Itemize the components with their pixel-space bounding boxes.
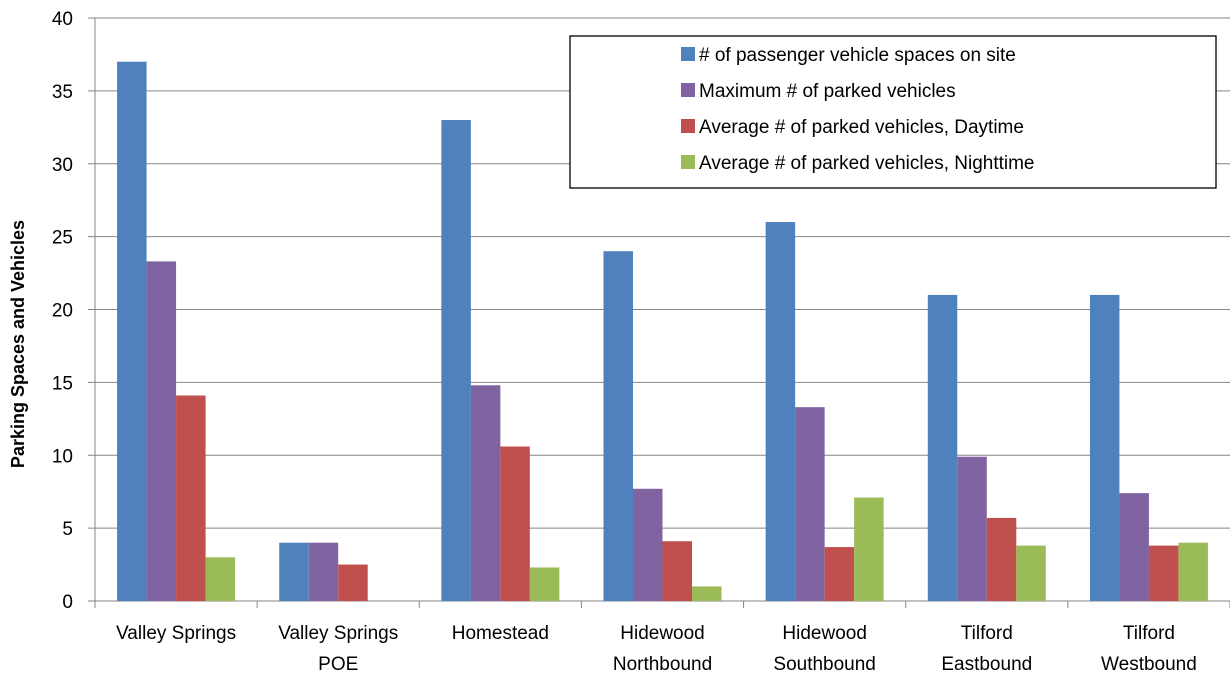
bar-series-1 [1089,294,1120,601]
legend-label: # of passenger vehicle spaces on site [699,45,1016,66]
bar-series-3 [338,564,368,601]
y-tick-labels: 0 5 10 15 20 25 30 35 40 [52,9,73,613]
y-tick-label: 25 [52,228,73,249]
bar-series-4 [205,557,236,601]
bar-series-2 [146,261,177,601]
x-category-label: Tilford [1123,623,1175,644]
x-category-label: Westbound [1101,654,1197,675]
bar-series-3 [986,517,1017,601]
x-category-label: Southbound [773,654,876,675]
bar-series-2 [795,407,825,601]
legend-swatch [681,47,695,61]
bar-series-3 [824,547,855,601]
legend-swatch [681,155,695,169]
y-axis-title: Parking Spaces and Vehicles [8,220,28,468]
legend-label: Average # of parked vehicles, Daytime [699,117,1024,138]
x-category-label: Eastbound [941,654,1032,675]
bar-series-1 [279,542,309,601]
x-category-label: Valley Springs [278,623,398,644]
legend-label: Average # of parked vehicles, Nighttime [699,153,1035,174]
x-category-label: Homestead [452,623,549,644]
x-category-label: Tilford [961,623,1013,644]
x-category-label: POE [318,654,358,675]
bar-series-3 [1148,545,1179,601]
bar-series-2 [470,385,501,601]
bar-series-4 [1178,542,1208,601]
bar-series-1 [117,61,147,602]
x-category-label: Northbound [613,654,712,675]
bar-series-2 [633,488,663,601]
bar-series-3 [662,541,692,601]
x-category-label: Hidewood [782,623,867,644]
x-category-label: Hidewood [620,623,705,644]
legend-swatch [681,119,695,133]
legend: # of passenger vehicle spaces on site Max… [569,35,1217,189]
bar-series-1 [441,120,471,602]
bars [117,61,1208,602]
bar-series-4 [529,567,560,601]
bar-series-2 [1119,493,1149,601]
bar-series-1 [765,222,796,602]
legend-label: Maximum # of parked vehicles [699,81,956,102]
legend-swatch [681,83,695,97]
y-tick-label: 10 [52,446,73,467]
y-tick-label: 15 [52,373,73,394]
bar-series-2 [308,542,339,601]
bar-series-4 [692,586,722,601]
bar-series-4 [1016,545,1046,601]
bar-series-3 [176,395,206,601]
bar-series-2 [957,456,987,601]
y-tick-label: 30 [52,155,73,176]
x-category-label: Valley Springs [116,623,236,644]
y-tick-label: 0 [62,592,73,613]
y-tick-label: 40 [52,9,73,30]
x-category-labels: Valley Springs Valley Springs POE Homestead… [116,623,1197,675]
bar-series-4 [854,497,884,601]
bar-series-1 [603,251,633,601]
y-tick-label: 35 [52,82,73,103]
bar-series-1 [927,294,958,601]
legend-box [569,35,1217,189]
bar-series-3 [500,446,530,601]
y-tick-label: 5 [62,519,73,540]
y-tick-label: 20 [52,301,73,322]
